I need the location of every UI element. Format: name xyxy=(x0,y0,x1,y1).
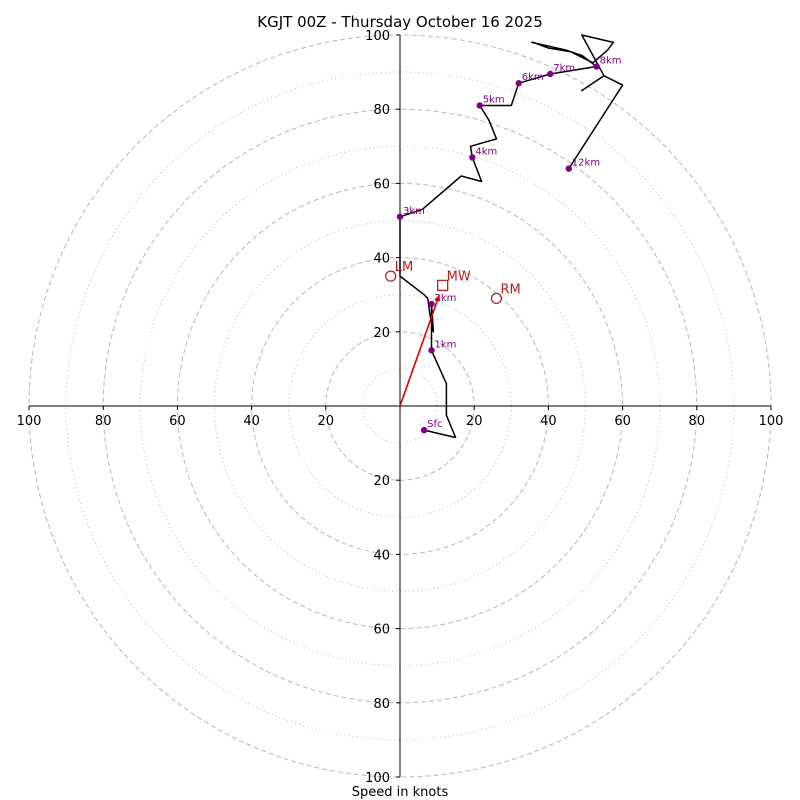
x-tick-label: 20 xyxy=(318,414,335,429)
y-tick-label: 20 xyxy=(373,326,390,341)
y-tick-label: 60 xyxy=(373,623,390,638)
wind-trace-line xyxy=(399,34,624,439)
height-marker-2km xyxy=(428,300,435,308)
x-axis-label: Speed in knots xyxy=(352,785,449,800)
height-label-3km: 3km xyxy=(403,206,425,217)
height-marker-3km xyxy=(396,213,404,220)
chart-title: KGJT 00Z - Thursday October 16 2025 xyxy=(257,13,542,31)
x-tick-label: 40 xyxy=(540,414,557,429)
y-tick-label: 100 xyxy=(365,29,390,44)
storm-motion-label-lm: LM xyxy=(395,260,413,275)
height-marker-sfc xyxy=(420,426,428,434)
x-tick-label: 100 xyxy=(17,414,42,429)
height-markers: Sfc 1km 2km 3km 4km 5km 6km 7km 8km 12km xyxy=(396,56,622,434)
height-label-1km: 1km xyxy=(435,339,457,350)
x-tick-label: 80 xyxy=(689,414,706,429)
x-tick-label: 100 xyxy=(759,414,784,429)
y-tick-label: 80 xyxy=(373,697,390,712)
height-marker-7km xyxy=(547,70,554,78)
x-tick-label: 20 xyxy=(466,414,483,429)
y-tick-label: 60 xyxy=(373,177,390,192)
height-label-12km: 12km xyxy=(572,158,600,169)
y-tick-label: 100 xyxy=(365,771,390,786)
height-label-8km: 8km xyxy=(600,56,622,67)
x-tick-label: 60 xyxy=(614,414,631,429)
height-label-5km: 5km xyxy=(483,94,505,105)
wind-trace xyxy=(399,34,624,439)
y-tick-label: 40 xyxy=(373,548,390,563)
storm-motion-marker-rm xyxy=(490,292,503,305)
storm-motion: LM MW RM xyxy=(385,260,521,407)
x-tick-label: 40 xyxy=(243,414,260,429)
storm-motion-arrowhead xyxy=(434,294,441,302)
height-marker-5km xyxy=(476,102,483,109)
height-marker-8km xyxy=(593,63,600,70)
height-marker-4km xyxy=(469,154,476,161)
height-marker-6km xyxy=(515,80,522,87)
y-tick-label: 20 xyxy=(373,474,390,489)
height-label-6km: 6km xyxy=(522,72,544,83)
x-tick-label: 60 xyxy=(169,414,186,429)
axis-tick-labels: 100 80 60 40 20 20 40 60 80 100 100 80 60 40 20 20 40 60 8… xyxy=(17,29,784,786)
storm-motion-vector xyxy=(399,294,441,407)
x-tick-label: 80 xyxy=(95,414,112,429)
height-label-4km: 4km xyxy=(475,146,497,157)
height-label-2km: 2km xyxy=(435,293,457,304)
height-marker-12km xyxy=(565,165,573,172)
y-tick-label: 80 xyxy=(373,103,390,118)
height-label-7km: 7km xyxy=(553,63,575,74)
height-marker-1km xyxy=(428,347,435,354)
height-label-sfc: Sfc xyxy=(427,419,442,430)
storm-motion-marker-lm xyxy=(385,270,397,282)
storm-motion-label-rm: RM xyxy=(500,282,520,297)
storm-motion-label-mw: MW xyxy=(447,269,471,284)
y-tick-label: 40 xyxy=(373,252,390,267)
storm-motion-marker-mw xyxy=(437,279,449,292)
